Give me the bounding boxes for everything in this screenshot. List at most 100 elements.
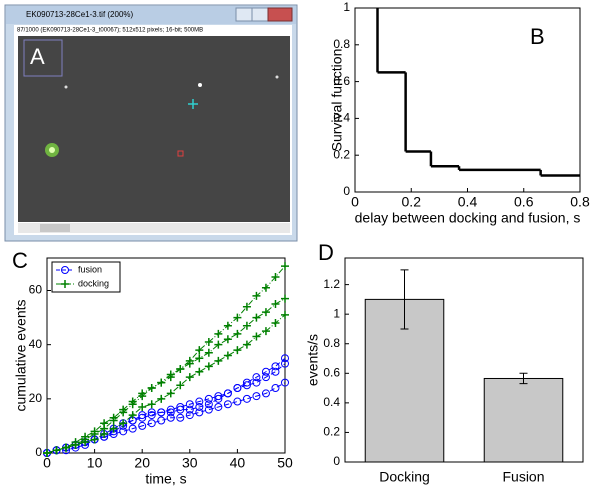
marker — [242, 321, 251, 330]
marker — [271, 384, 280, 392]
x-tick-label: 20 — [134, 455, 150, 471]
marker — [138, 421, 147, 430]
marker — [204, 362, 213, 371]
axes-box — [46, 257, 286, 454]
status-line: 87/1000 (EK090713-28Ce1-3_t00067); 512x5… — [17, 28, 203, 34]
marker — [281, 262, 289, 271]
marker — [204, 394, 213, 403]
marker — [223, 335, 232, 344]
x-tick-label: 40 — [230, 455, 246, 471]
marker — [166, 373, 175, 382]
marker — [242, 394, 251, 403]
x-tick-label: 10 — [87, 455, 103, 471]
marker — [252, 392, 261, 401]
marker — [281, 359, 289, 368]
x-tick-label: 0 — [351, 194, 359, 210]
marker — [166, 389, 175, 398]
marker — [195, 408, 204, 417]
x-tick-label: Fusion — [502, 469, 544, 485]
marker — [261, 327, 270, 336]
close-button[interactable] — [267, 7, 293, 22]
series-line — [46, 298, 286, 454]
marker — [204, 348, 213, 357]
spot — [198, 83, 202, 87]
y-tick-label: 1 — [333, 306, 340, 320]
minimize-button[interactable] — [235, 7, 253, 22]
marker — [71, 438, 80, 447]
marker — [176, 365, 185, 374]
legend-marker — [61, 280, 69, 288]
marker — [62, 443, 71, 452]
x-tick-label: 0.6 — [514, 194, 534, 210]
scrollbar[interactable] — [18, 223, 290, 233]
marker — [128, 411, 137, 420]
marker — [157, 378, 166, 387]
marker — [242, 340, 251, 349]
x-tick-label: 0.2 — [402, 194, 422, 210]
panel-label: B — [530, 24, 545, 49]
marker — [252, 291, 261, 300]
marker — [214, 356, 223, 365]
marker — [157, 416, 166, 425]
marker — [147, 411, 156, 420]
marker — [166, 405, 175, 414]
error-bar — [519, 372, 528, 385]
marker — [233, 313, 242, 322]
legend-label: docking — [78, 278, 109, 288]
marker — [214, 394, 223, 403]
marker — [176, 402, 185, 411]
series-line — [46, 314, 286, 454]
marker — [261, 389, 270, 398]
marker — [214, 402, 223, 411]
y-tick-label: 0 — [35, 445, 42, 459]
marker — [147, 384, 156, 392]
marker — [90, 427, 99, 436]
marker — [271, 362, 280, 371]
scroll-thumb[interactable] — [40, 224, 70, 232]
y-tick-label: 0 — [333, 454, 340, 468]
y-tick-label: 40 — [29, 337, 43, 351]
window-title: EK090713-28Ce1-3.tif (200%) — [26, 10, 134, 19]
marker — [119, 427, 128, 436]
marker — [185, 411, 194, 420]
maximize-button[interactable] — [251, 7, 269, 22]
marker — [214, 392, 223, 401]
x-tick-label: 0 — [43, 455, 51, 471]
x-tick-label: Docking — [379, 469, 430, 485]
y-tick-label: 0.6 — [333, 74, 350, 88]
marker — [128, 424, 137, 433]
image — [18, 36, 290, 222]
marker — [128, 397, 137, 406]
marker-box — [177, 150, 184, 157]
marker — [281, 294, 289, 303]
marker — [271, 300, 280, 309]
marker — [233, 397, 242, 406]
marker — [233, 329, 242, 338]
legend-marker — [61, 266, 69, 274]
spot — [49, 147, 55, 153]
marker — [242, 302, 251, 311]
marker — [252, 373, 261, 382]
marker — [271, 319, 280, 327]
marker — [147, 419, 156, 428]
marker — [223, 389, 232, 398]
legend-label: fusion — [78, 264, 102, 274]
marker — [157, 394, 166, 403]
marker — [109, 424, 118, 433]
bar — [483, 377, 564, 463]
y-tick-label: 0.2 — [323, 425, 340, 439]
marker — [185, 405, 194, 414]
y-tick-label: 0.4 — [323, 395, 340, 409]
panel-label: A — [30, 44, 45, 69]
marker — [195, 402, 204, 411]
axes-box — [354, 7, 581, 193]
marker — [109, 413, 118, 422]
marker — [214, 329, 223, 338]
marker — [176, 381, 185, 390]
marker — [176, 413, 185, 422]
marker — [119, 405, 128, 414]
y-axis-label: events/s — [305, 334, 321, 386]
marker — [195, 354, 204, 363]
y-tick-label: 0.2 — [333, 147, 350, 161]
